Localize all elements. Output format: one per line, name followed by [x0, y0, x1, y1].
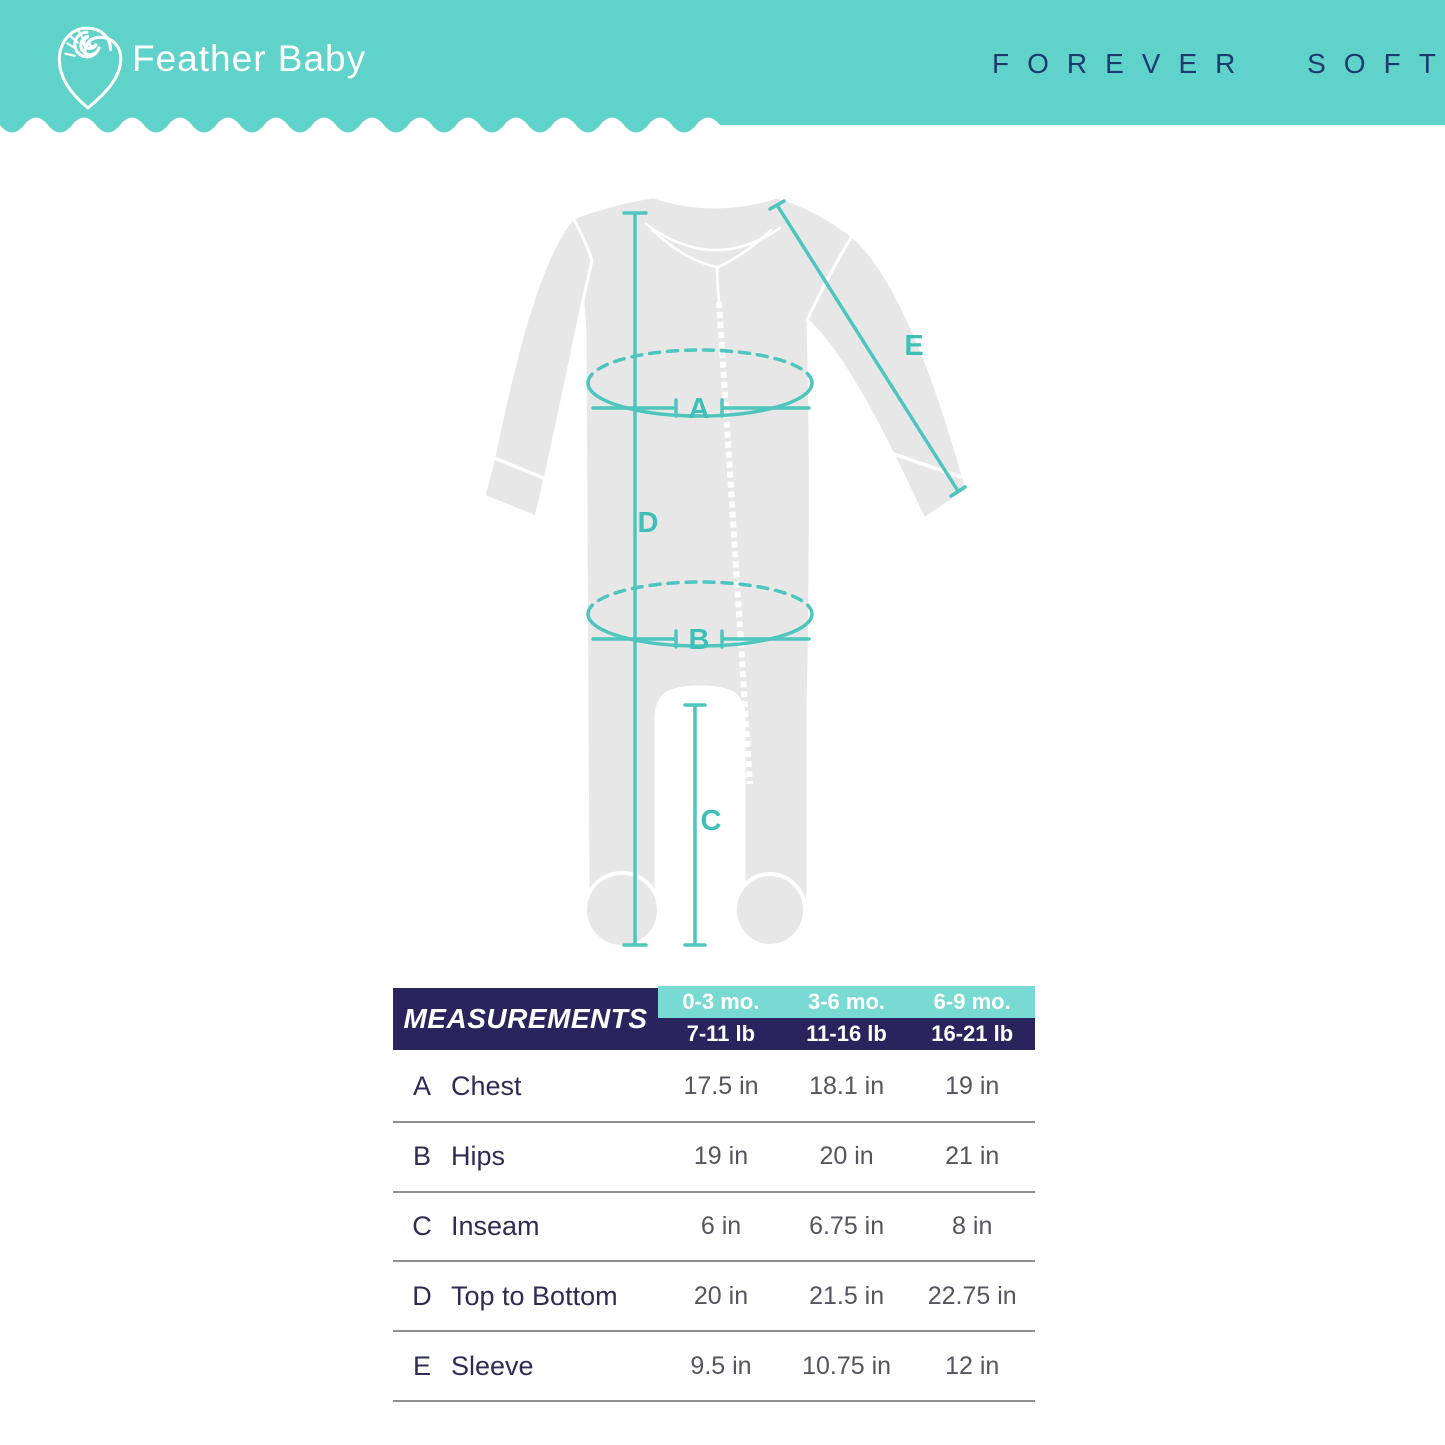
measure-lines — [586, 199, 967, 947]
row-value: 17.5 in — [683, 1072, 759, 1101]
row-key: C — [412, 1210, 432, 1241]
table-row-top-to-bottom: D Top to Bottom 20 in 21.5 in 22.75 in — [393, 1262, 1035, 1333]
row-key: E — [412, 1350, 431, 1381]
footie-diagram: A B C D E — [482, 195, 969, 949]
row-value: 21.5 in — [809, 1281, 885, 1310]
row-value: 8 in — [952, 1211, 993, 1240]
label-D: D — [638, 507, 659, 539]
weight-col-2: 11-16 lb — [806, 1021, 887, 1046]
row-value: 6 in — [700, 1211, 742, 1240]
scallop-shape — [0, 0, 1445, 133]
label-C: C — [701, 805, 722, 837]
label-B: B — [689, 624, 710, 656]
row-name: Chest — [451, 1071, 522, 1102]
label-E: E — [904, 330, 923, 362]
row-value: 12 in — [945, 1351, 1000, 1380]
row-value: 6.75 in — [809, 1211, 885, 1240]
row-name: Sleeve — [451, 1350, 534, 1381]
row-key: D — [412, 1280, 432, 1311]
table-row-sleeve: E Sleeve 9.5 in 10.75 in 12 in — [393, 1332, 1035, 1402]
row-value: 20 in — [819, 1142, 874, 1171]
row-value: 21 in — [945, 1142, 1000, 1171]
left-cuff-seam — [491, 455, 552, 483]
header-band — [0, 0, 1445, 133]
row-name: Top to Bottom — [451, 1280, 618, 1311]
row-key: A — [412, 1071, 431, 1102]
shell-logo-icon — [57, 26, 123, 110]
row-value: 18.1 in — [809, 1072, 885, 1101]
weight-col-3: 16-21 lb — [931, 1021, 1014, 1046]
row-value: 19 in — [945, 1072, 1000, 1101]
row-value: 9.5 in — [690, 1351, 752, 1380]
row-value: 22.75 in — [927, 1281, 1017, 1310]
table-row-chest: A Chest 17.5 in 18.1 in 19 in — [393, 1053, 1035, 1123]
zipper — [716, 301, 753, 785]
age-col-0-3: 0-3 mo. — [682, 989, 760, 1014]
weight-header-row: 7-11 lb 11-16 lb 16-21 lb — [658, 1018, 1035, 1050]
row-value: 19 in — [693, 1142, 749, 1171]
row-key: B — [412, 1141, 431, 1172]
table-row-hips: B Hips 19 in 20 in 21 in — [393, 1123, 1035, 1193]
brand-name: Feather Baby — [132, 38, 367, 79]
row-name: Hips — [451, 1141, 506, 1172]
age-col-3-6: 3-6 mo. — [807, 989, 886, 1014]
right-foot — [733, 872, 807, 948]
left-sleeve — [482, 216, 594, 519]
table-title-block: MEASUREMENTS — [393, 988, 658, 1050]
age-col-6-9: 6-9 mo. — [933, 989, 1011, 1014]
collar-seams — [644, 222, 782, 304]
table-row-inseam: C Inseam 6 in 6.75 in 8 in — [393, 1193, 1035, 1263]
weight-col-1: 7-11 lb — [686, 1021, 756, 1046]
row-value: 10.75 in — [802, 1351, 892, 1380]
left-foot — [583, 871, 661, 949]
age-header-row: 0-3 mo. 3-6 mo. 6-9 mo. — [658, 986, 1035, 1018]
label-A: A — [689, 393, 710, 425]
table-rows: A Chest 17.5 in 18.1 in 19 in B Hips 19 … — [393, 1053, 1035, 1402]
table-title: MEASUREMENTS — [403, 1003, 648, 1034]
tagline-text: FOREVER SOFT — [992, 48, 1445, 79]
row-value: 20 in — [693, 1281, 749, 1310]
row-name: Inseam — [451, 1210, 540, 1241]
